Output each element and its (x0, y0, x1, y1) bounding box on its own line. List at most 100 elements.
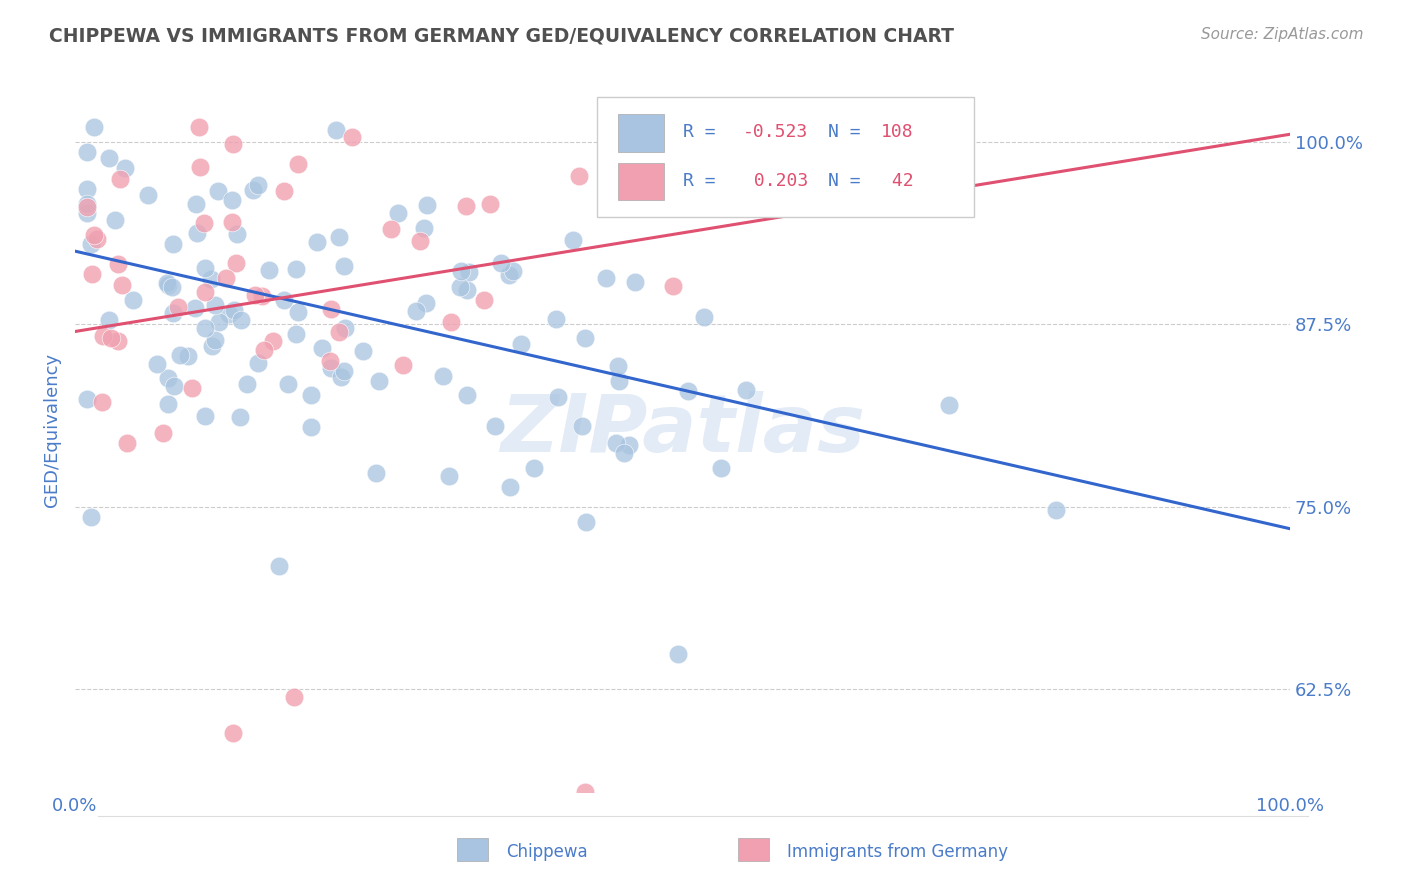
Point (456, 283, 478, 297)
Point (76, 205, 98, 219)
Point (456, 198, 478, 212)
Point (449, 280, 471, 294)
Point (330, 369, 353, 384)
Point (207, 185, 229, 199)
Text: N =: N = (828, 123, 872, 141)
Point (415, 296, 437, 310)
Text: 42: 42 (880, 172, 912, 190)
Y-axis label: GED/Equivalency: GED/Equivalency (44, 353, 60, 508)
Point (107, 257, 129, 271)
Point (163, 378, 186, 392)
Point (311, 342, 333, 356)
Point (86, 232, 108, 246)
Point (456, 387, 478, 401)
Point (76, 197, 98, 211)
Text: N =: N = (828, 172, 872, 190)
Point (152, 425, 174, 440)
Point (83, 120, 105, 134)
Point (432, 368, 454, 383)
Point (252, 289, 274, 303)
Point (76, 145, 98, 159)
Point (222, 303, 245, 318)
Point (484, 418, 506, 433)
Point (111, 278, 134, 293)
Point (472, 293, 495, 307)
Point (76, 182, 98, 196)
Point (104, 213, 127, 227)
Point (605, 435, 627, 450)
Point (321, 301, 343, 316)
FancyBboxPatch shape (598, 97, 974, 217)
Point (160, 279, 183, 293)
Point (561, 233, 583, 247)
Point (204, 298, 226, 312)
Point (177, 349, 200, 363)
Point (215, 270, 238, 285)
Point (194, 285, 217, 299)
Point (97, 151, 120, 165)
Point (595, 271, 617, 285)
Point (80, 236, 103, 251)
Point (108, 172, 131, 186)
Point (607, 359, 630, 373)
Point (194, 321, 217, 335)
Point (145, 357, 167, 371)
Point (114, 161, 136, 176)
Text: R =: R = (682, 123, 725, 141)
Point (574, 785, 596, 799)
Point (194, 409, 217, 424)
Point (188, 161, 211, 175)
Point (222, 726, 245, 740)
Point (440, 315, 463, 329)
Point (498, 268, 520, 283)
Point (321, 361, 343, 376)
Point (332, 364, 354, 378)
Point (201, 338, 224, 352)
Point (169, 348, 191, 362)
Point (156, 276, 179, 290)
Point (263, 334, 285, 349)
Point (267, 558, 290, 573)
Point (546, 312, 568, 326)
Point (574, 331, 596, 345)
Point (499, 479, 522, 493)
Point (328, 230, 350, 244)
Point (200, 271, 222, 285)
Point (523, 461, 546, 475)
Text: Chippewa: Chippewa (506, 843, 588, 861)
Point (91, 328, 114, 343)
Point (409, 235, 432, 249)
Point (218, 307, 240, 321)
Point (225, 256, 247, 270)
Point (666, 647, 689, 661)
Point (352, 343, 374, 358)
Point (97, 313, 120, 327)
Text: Source: ZipAtlas.com: Source: ZipAtlas.com (1201, 27, 1364, 42)
Point (283, 690, 305, 704)
Point (226, 227, 249, 241)
Point (333, 321, 356, 335)
Point (678, 384, 700, 398)
Point (547, 390, 569, 404)
Point (333, 259, 356, 273)
Point (575, 515, 598, 529)
Bar (619, 114, 664, 152)
Point (693, 310, 716, 324)
Point (157, 371, 180, 385)
Point (325, 123, 347, 137)
Point (273, 293, 295, 307)
Point (100, 330, 122, 344)
Point (364, 466, 387, 480)
Point (229, 410, 252, 425)
Point (938, 398, 960, 412)
Point (458, 265, 481, 279)
Text: ZIPatlas: ZIPatlas (501, 391, 865, 469)
Point (76, 200, 98, 214)
Point (710, 460, 733, 475)
Point (229, 312, 252, 326)
Text: 0.203: 0.203 (744, 172, 808, 190)
Point (184, 301, 207, 315)
Point (204, 333, 226, 347)
Point (299, 387, 322, 401)
Point (167, 300, 190, 314)
